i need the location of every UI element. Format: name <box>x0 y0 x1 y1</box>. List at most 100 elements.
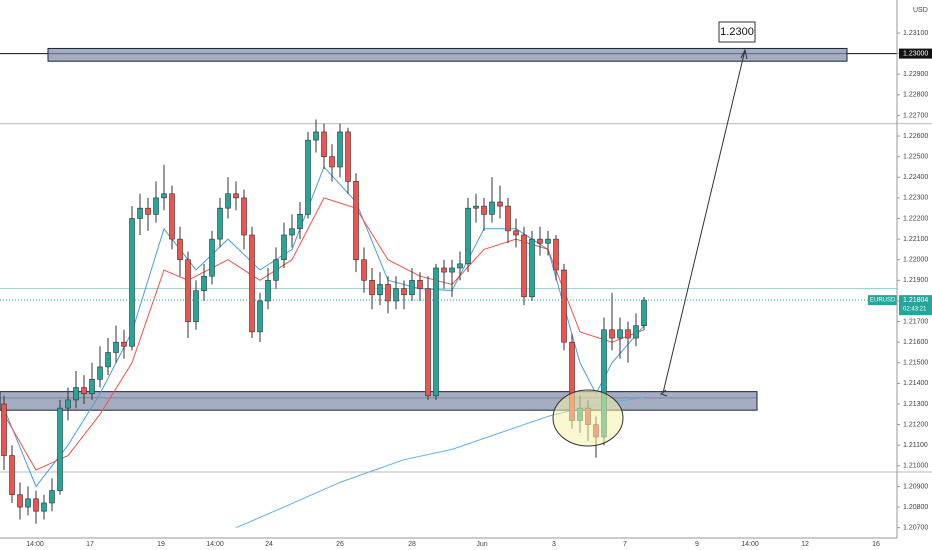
candle-body <box>265 280 271 302</box>
candle-body <box>89 378 95 395</box>
candle-body <box>617 329 623 339</box>
candle-body <box>217 207 223 240</box>
candle-body <box>465 207 471 265</box>
candle-body <box>489 201 495 215</box>
candle-body <box>353 181 359 261</box>
y-tick-label: 1.21000 <box>903 463 928 470</box>
x-tick-label: 14:00 <box>741 541 759 548</box>
candle-body <box>305 139 311 215</box>
x-tick-label: 14:00 <box>206 541 224 548</box>
candle-body <box>25 498 31 508</box>
x-tick-label: 3 <box>552 541 556 548</box>
candle-body <box>433 267 439 397</box>
candle-body <box>545 238 551 244</box>
candle-body <box>241 197 247 236</box>
x-tick-label: 12 <box>801 541 809 548</box>
x-tick-label: 14:00 <box>26 541 44 548</box>
candle-body <box>177 238 183 261</box>
candle-body <box>289 228 295 236</box>
annotation-box <box>718 21 756 43</box>
candle-body <box>49 490 55 504</box>
candle-body <box>9 455 15 496</box>
currency: USD <box>913 7 928 14</box>
candle-body <box>409 280 415 296</box>
last-price: 1.21804 <box>903 297 928 304</box>
candle-body <box>521 234 527 298</box>
candle-body <box>121 341 127 347</box>
arrow-head <box>740 48 748 60</box>
candle-body <box>153 197 159 215</box>
candle-body <box>497 201 503 207</box>
x-tick-label: 26 <box>336 541 344 548</box>
candle-body <box>361 259 367 281</box>
y-tick-label: 1.20700 <box>903 525 928 532</box>
candle-body <box>169 193 175 240</box>
y-tick-label: 1.20900 <box>903 483 928 490</box>
candle-body <box>369 280 375 296</box>
moving-average <box>3 166 645 488</box>
candle-body <box>561 269 567 343</box>
candle-body <box>417 280 423 289</box>
candle-body <box>641 299 647 326</box>
symbol-tag <box>868 295 897 306</box>
y-tick-label: 1.22100 <box>903 236 928 243</box>
y-tick-label: 1.21900 <box>903 277 928 284</box>
x-tick-label: 7 <box>623 541 627 548</box>
candle-body <box>17 494 23 508</box>
y-tick-label: 1.21700 <box>903 318 928 325</box>
arrow <box>662 49 746 394</box>
x-tick-label: 16 <box>872 541 880 548</box>
candle-body <box>481 205 487 215</box>
candle-body <box>393 288 399 302</box>
y-tick-label: 1.22700 <box>903 112 928 119</box>
candle-body <box>257 300 263 333</box>
candle-body <box>505 205 511 232</box>
y-tick-label: 1.22600 <box>903 133 928 140</box>
candle-body <box>33 498 39 512</box>
y-tick-label: 1.22300 <box>903 195 928 202</box>
candle-body <box>281 234 287 261</box>
candle-body <box>425 288 431 397</box>
y-tick-label: 1.23000 <box>903 50 928 57</box>
moving-average <box>3 197 645 471</box>
candle-body <box>513 230 519 236</box>
x-tick-label: Jun <box>476 541 487 548</box>
candle-body <box>377 284 383 296</box>
candle-body <box>185 259 191 322</box>
candle-body <box>401 288 407 296</box>
candle-body <box>73 387 79 401</box>
candle-body <box>337 131 343 168</box>
candle-body <box>537 238 543 244</box>
candle-body <box>145 207 151 215</box>
y-tick-label: 1.22800 <box>903 92 928 99</box>
candle-body <box>161 193 167 199</box>
price-tag <box>899 295 932 316</box>
candle-body <box>297 214 303 230</box>
zone <box>0 391 758 411</box>
y-tick-label: 1.22000 <box>903 257 928 264</box>
candle-body <box>65 399 71 409</box>
y-tick-label: 1.21100 <box>903 442 928 449</box>
candle-body <box>113 341 119 353</box>
candle-body <box>105 352 111 368</box>
countdown: 02:43:21 <box>903 307 927 313</box>
annotation: 1.2300 <box>720 26 754 38</box>
y-tick-tag <box>899 48 932 59</box>
candle-body <box>1 403 7 456</box>
candle-body <box>321 131 327 157</box>
highlight-ellipse <box>552 389 624 447</box>
candle-body <box>633 325 639 339</box>
candle-body <box>97 366 103 380</box>
candle-body <box>137 207 143 219</box>
candle-body <box>385 284 391 302</box>
candle-body <box>313 131 319 141</box>
candle-body <box>225 193 231 209</box>
y-tick-label: 1.22900 <box>903 71 928 78</box>
x-tick-label: 19 <box>157 541 165 548</box>
candle-body <box>529 238 535 298</box>
candle-body <box>209 238 215 277</box>
y-tick-label: 1.22500 <box>903 154 928 161</box>
y-tick-label: 1.22200 <box>903 215 928 222</box>
candle-body <box>449 267 455 273</box>
